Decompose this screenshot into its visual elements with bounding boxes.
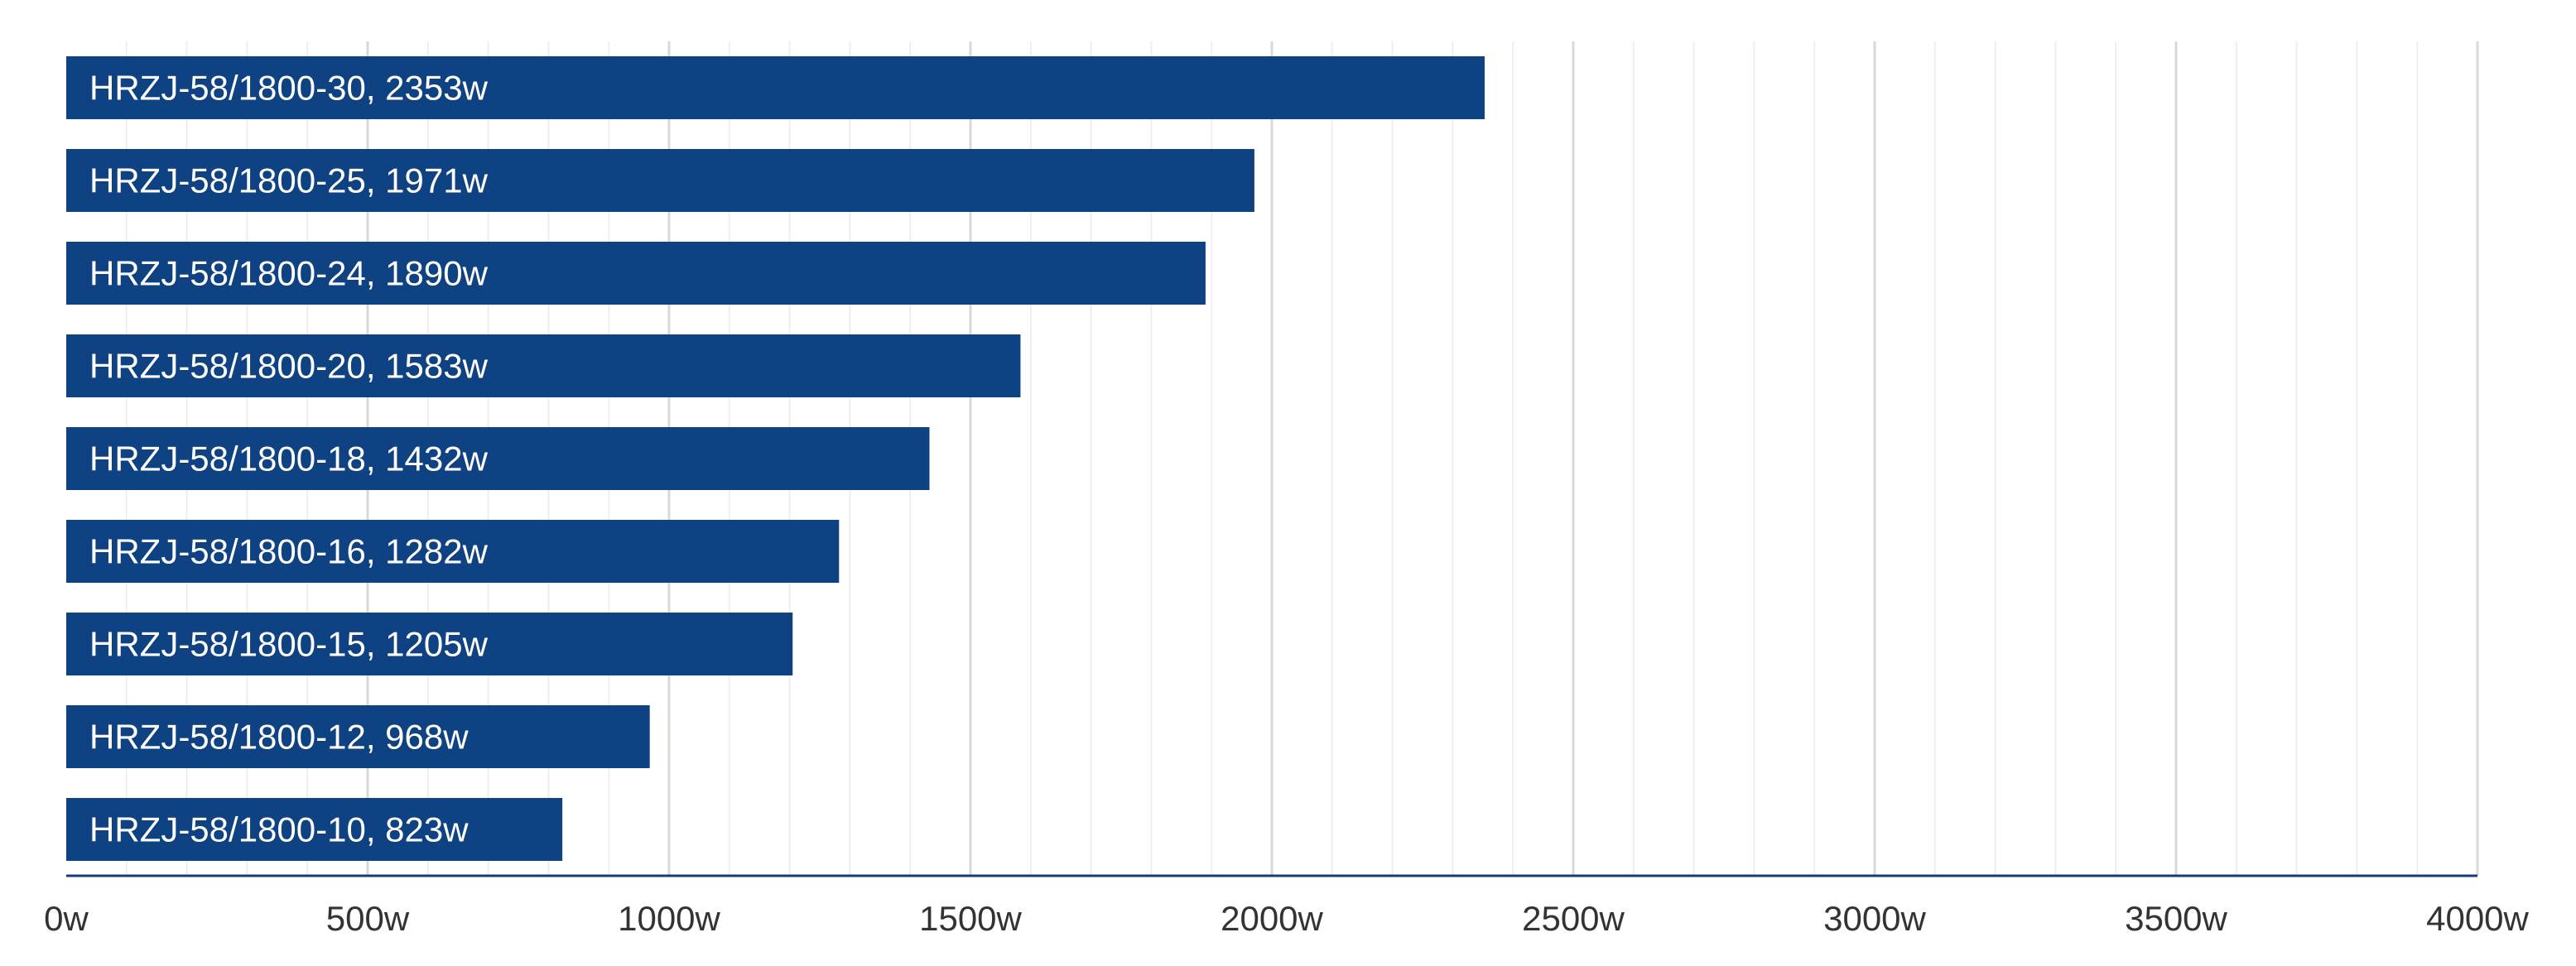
bars bbox=[66, 56, 1485, 861]
x-tick-labels: 0w 500w 1000w 1500w 2000w 2500w 3000w 3500w 4000… bbox=[44, 899, 2529, 938]
bar-label: HRZJ-58/1800-25, 1971w bbox=[89, 161, 489, 200]
x-tick-label: 500w bbox=[326, 899, 410, 938]
bar-label: HRZJ-58/1800-10, 823w bbox=[89, 810, 469, 849]
x-tick-label: 2000w bbox=[1221, 899, 1323, 938]
bar-label: HRZJ-58/1800-12, 968w bbox=[89, 718, 469, 757]
bar-label: HRZJ-58/1800-16, 1282w bbox=[89, 532, 489, 571]
x-tick-label: 1500w bbox=[919, 899, 1022, 938]
bar bbox=[66, 613, 793, 675]
x-tick-label: 4000w bbox=[2426, 899, 2529, 938]
bar bbox=[66, 520, 840, 583]
bar-label: HRZJ-58/1800-20, 1583w bbox=[89, 347, 489, 386]
bar bbox=[66, 56, 1485, 119]
bar bbox=[66, 705, 650, 768]
bar bbox=[66, 798, 563, 861]
bar bbox=[66, 427, 930, 490]
bar bbox=[66, 149, 1254, 212]
x-tick-label: 3000w bbox=[1823, 899, 1926, 938]
bar-labels: HRZJ-58/1800-30, 2353w HRZJ-58/1800-25, 1… bbox=[89, 69, 489, 849]
bar-label: HRZJ-58/1800-15, 1205w bbox=[89, 625, 489, 664]
bar bbox=[66, 334, 1021, 397]
x-tick-label: 1000w bbox=[618, 899, 720, 938]
x-tick-label: 2500w bbox=[1522, 899, 1625, 938]
bar-label: HRZJ-58/1800-30, 2353w bbox=[89, 69, 489, 108]
bar bbox=[66, 242, 1206, 305]
x-tick-label: 3500w bbox=[2125, 899, 2227, 938]
bar-label: HRZJ-58/1800-18, 1432w bbox=[89, 440, 489, 478]
x-tick-label: 0w bbox=[44, 899, 89, 938]
bar-label: HRZJ-58/1800-24, 1890w bbox=[89, 254, 489, 293]
